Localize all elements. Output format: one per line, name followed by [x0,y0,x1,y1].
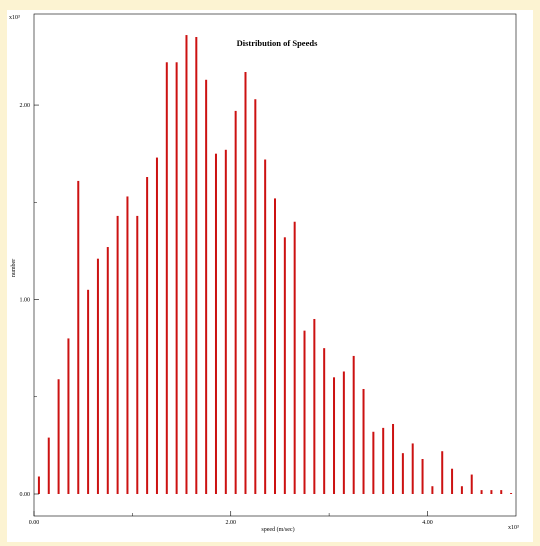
bar [254,99,257,494]
bar [411,443,414,494]
bar [205,79,208,494]
bar [116,215,119,494]
bar [106,247,109,494]
bar [323,348,326,494]
y-axis-label: number [11,259,17,277]
bar [362,388,365,494]
bar [37,476,40,494]
bar [500,490,503,494]
plot-frame [33,13,517,517]
bar [67,338,70,494]
bar [165,62,168,494]
x-axis-label: speed (m/sec) [261,526,294,533]
bar [195,37,198,494]
bar [96,258,99,494]
bar [392,423,395,494]
bar [283,237,286,495]
bar [136,215,139,494]
y-tick-label: 0.00 [20,492,31,498]
bar [470,474,473,494]
bar [382,427,385,494]
bar [146,177,149,494]
bar [155,157,158,494]
bar [372,431,375,494]
bar [57,379,60,494]
bar [352,355,355,494]
bar [244,72,247,494]
y-tick-label: 2.00 [20,103,31,109]
bar [303,330,306,494]
bar [264,159,267,494]
y-tick-label: 1.00 [20,298,31,304]
bar [77,180,80,494]
x-axis-multiplier: x10³ [508,525,519,531]
bar [342,371,345,494]
bar [490,490,493,494]
x-tick-label: 4.00 [422,520,433,526]
bar [451,468,454,494]
y-axis-multiplier: x10³ [9,15,20,21]
bar [293,221,296,495]
bar [510,493,513,494]
bar [401,453,404,494]
bar [185,35,188,495]
x-tick-label: 0.00 [29,520,40,526]
bar [480,490,483,494]
bar [274,198,276,494]
bar [47,437,50,494]
bar [431,486,434,494]
bar [421,459,424,494]
bar [214,153,217,494]
bar [234,110,237,495]
bar [87,289,90,494]
bar [126,196,129,494]
bar [175,62,178,494]
bar [441,451,444,494]
y-ticks-group: 0.00 1.00 2.00 [20,103,39,498]
x-tick-label: 2.00 [225,520,236,526]
bar [460,486,463,494]
bar [313,318,316,494]
bar [224,149,227,495]
plot-background [7,10,533,542]
x-ticks-group: 0.00 2.00 4.00 [29,511,433,526]
bar [333,377,336,494]
bars-group [37,35,513,495]
chart-title: Distribution of Speeds [237,38,318,48]
